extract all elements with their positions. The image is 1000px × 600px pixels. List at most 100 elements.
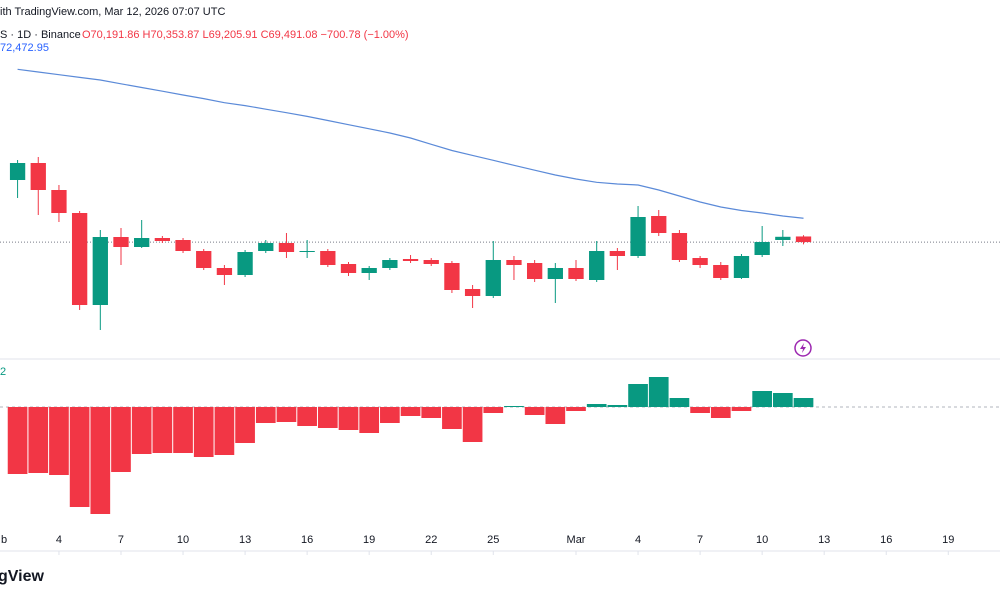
candle-body <box>299 251 315 252</box>
histogram-bar <box>193 407 214 457</box>
candle-body <box>795 236 812 243</box>
histogram-bar <box>669 398 690 407</box>
brand: gView <box>0 568 45 585</box>
histogram-bar <box>421 407 442 418</box>
candle-body <box>589 251 605 280</box>
x-tick-label: 16 <box>880 534 892 546</box>
candle-body <box>754 242 770 255</box>
candle-body <box>9 163 26 180</box>
histogram-bar <box>607 405 628 407</box>
candle-body <box>775 236 791 240</box>
x-tick-label: 25 <box>487 534 499 546</box>
x-tick-label: 19 <box>363 534 375 546</box>
histogram-bar <box>793 398 814 407</box>
candle-body <box>216 268 233 275</box>
histogram-bar <box>214 407 235 455</box>
histogram-bar <box>359 407 380 433</box>
candle-body <box>92 237 108 305</box>
histogram-bar <box>772 393 793 407</box>
x-tick-label: 4 <box>635 534 641 546</box>
histogram-bar <box>752 391 772 407</box>
histogram-bar <box>235 407 255 443</box>
candle-body <box>692 258 708 265</box>
x-tick-label: b <box>1 534 7 546</box>
histogram-bar <box>7 407 28 474</box>
candle-body <box>713 265 729 278</box>
ma-label: 72,472.95 <box>0 42 49 54</box>
x-tick-label: 19 <box>942 534 954 546</box>
histogram-bar <box>628 384 648 407</box>
candle-body <box>113 237 129 247</box>
x-tick-label: 13 <box>818 534 830 546</box>
candle-body <box>464 289 481 296</box>
x-tick-label: 10 <box>177 534 189 546</box>
histogram-bar <box>504 406 524 407</box>
histogram-bar <box>317 407 338 428</box>
histogram-bar <box>69 407 90 507</box>
event-icon[interactable] <box>794 339 812 357</box>
histogram-bar <box>545 407 566 424</box>
indicator-label: 2 <box>0 366 6 378</box>
candle-body <box>30 163 46 190</box>
candle-body <box>651 216 667 233</box>
candle-body <box>671 233 688 260</box>
histogram-bar <box>648 377 669 407</box>
histogram-bar <box>297 407 317 426</box>
x-tick-label: Mar <box>567 534 586 546</box>
candle-body <box>175 240 191 251</box>
candle-body <box>196 251 212 268</box>
histogram-bar <box>462 407 483 442</box>
x-tick-label: 4 <box>56 534 62 546</box>
histogram-bar <box>400 407 421 416</box>
candle-body <box>320 251 336 265</box>
x-tick-label: 7 <box>118 534 124 546</box>
histogram-bar <box>111 407 131 472</box>
candle-body <box>526 263 543 279</box>
candle-body <box>278 243 295 252</box>
x-tick-label: 13 <box>239 534 251 546</box>
symbol: S · 1D · Binance <box>0 29 81 41</box>
histogram-bar <box>710 407 731 418</box>
histogram-bar <box>49 407 69 475</box>
moving-average <box>17 68 804 219</box>
ohlc: O70,191.86 H70,353.87 L69,205.91 C69,491… <box>82 29 409 41</box>
candle-body <box>71 213 88 305</box>
header: ith TradingView.com, Mar 12, 2026 07:07 … <box>0 6 225 18</box>
candle-body <box>237 252 253 275</box>
candle-body <box>382 260 398 268</box>
histogram-bar <box>566 407 586 411</box>
histogram-bar <box>173 407 193 453</box>
histogram-bar <box>338 407 359 430</box>
candle-body <box>361 268 377 273</box>
x-tick-label: 22 <box>425 534 437 546</box>
histogram-bar <box>131 407 152 454</box>
event-icon-bolt <box>800 343 806 353</box>
x-tick-label: 16 <box>301 534 313 546</box>
histogram-bar <box>731 407 752 411</box>
histogram-bar <box>255 407 276 423</box>
candle-body <box>630 217 646 256</box>
candle-body <box>547 268 563 279</box>
candle-body <box>444 263 460 290</box>
candle-body <box>402 259 419 261</box>
candle-body <box>485 260 501 296</box>
candle-body <box>568 268 584 279</box>
candle-body <box>609 251 626 256</box>
candle-body <box>423 260 439 264</box>
candle-body <box>340 264 357 273</box>
candle-body <box>258 243 274 251</box>
candle-body <box>733 256 750 278</box>
histogram-bar <box>690 407 710 413</box>
histogram-bar <box>442 407 462 429</box>
histogram-bar <box>90 407 111 514</box>
histogram-bar <box>276 407 297 422</box>
candle-body <box>51 190 67 213</box>
candle-body <box>134 238 150 247</box>
histogram-bar <box>524 407 545 415</box>
histogram-bar <box>380 407 400 423</box>
histogram-bar <box>28 407 49 473</box>
histogram-bar <box>152 407 173 453</box>
candle-body <box>154 238 171 241</box>
